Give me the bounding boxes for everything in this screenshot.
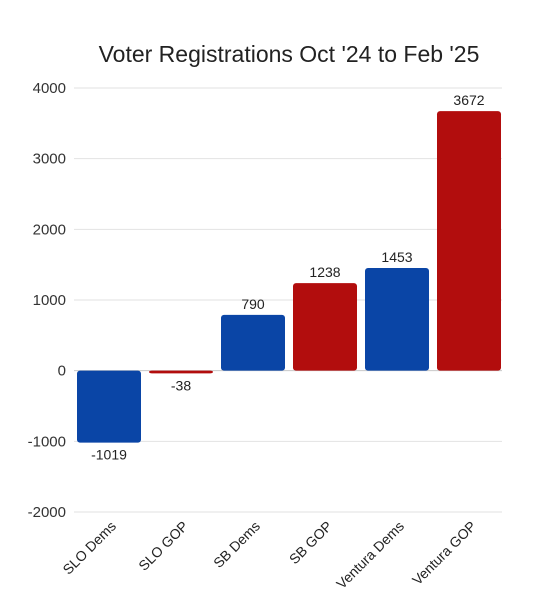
bar (293, 283, 357, 371)
y-tick-label: -2000 (28, 504, 66, 521)
grid-lines (74, 87, 502, 513)
bar (365, 267, 429, 371)
y-tick-label: 2000 (33, 221, 66, 238)
bar (437, 111, 501, 371)
y-tick-label: -1000 (28, 433, 66, 450)
bars (77, 111, 501, 443)
bar (149, 370, 213, 374)
y-tick-label: 3000 (33, 151, 66, 168)
category-label: SLO GOP (135, 518, 191, 574)
y-tick-label: 1000 (33, 292, 66, 309)
category-label: Ventura GOP (409, 518, 479, 588)
bar (77, 370, 141, 443)
category-label: SLO Dems (59, 518, 119, 578)
y-tick-label: 0 (58, 363, 66, 380)
y-tick-label: 4000 (33, 80, 66, 97)
data-label: -38 (171, 377, 191, 393)
chart-title: Voter Registrations Oct '24 to Feb '25 (99, 41, 480, 67)
data-label: 1238 (309, 264, 340, 280)
category-label: SB GOP (286, 518, 335, 567)
data-label: -1019 (91, 447, 127, 463)
category-label: Ventura Dems (333, 518, 407, 592)
data-labels: -1019 -38 790 1238 1453 3672 (91, 92, 485, 462)
category-label: SB Dems (210, 518, 263, 571)
y-axis-ticks: 4000 3000 2000 1000 0 -1000 -2000 (28, 80, 66, 521)
data-label: 1453 (381, 249, 412, 265)
data-label: 3672 (453, 92, 484, 108)
bar (221, 314, 285, 371)
data-label: 790 (241, 296, 265, 312)
